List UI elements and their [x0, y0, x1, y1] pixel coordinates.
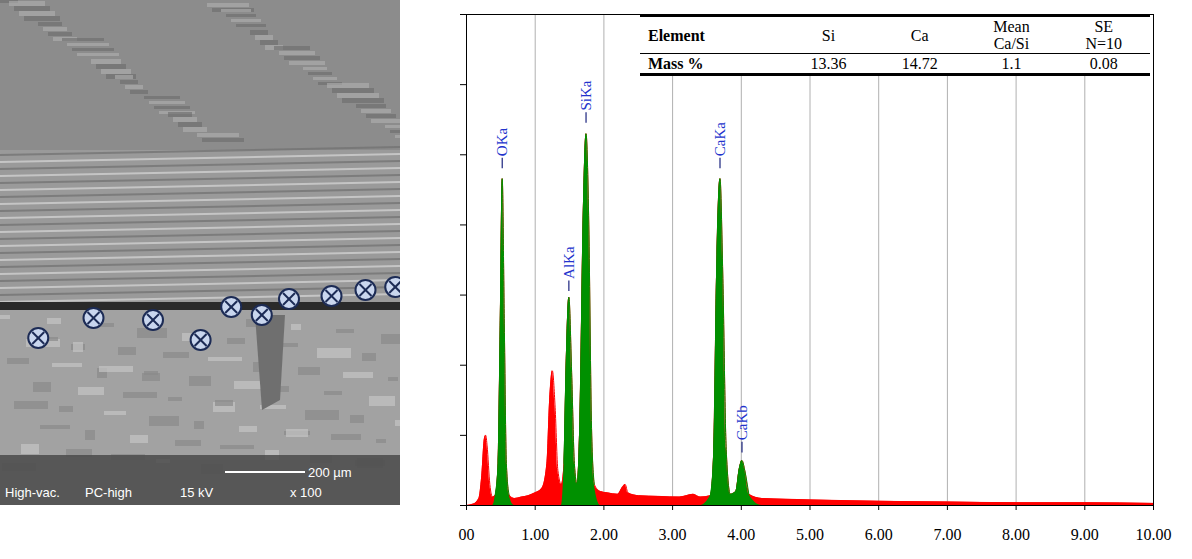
svg-text:3.00: 3.00 [659, 526, 687, 543]
svg-text:PC-high: PC-high [85, 485, 132, 500]
html-text:N=10: N=10 [1085, 35, 1122, 52]
html-text:14.72: 14.72 [901, 55, 938, 72]
svg-text:High-vac.: High-vac. [5, 485, 60, 500]
html-text:Ca/Si: Ca/Si [993, 35, 1030, 52]
html-text:Element: Element [648, 26, 705, 44]
svg-text:2.00: 2.00 [590, 526, 618, 543]
svg-text:OKa: OKa [494, 128, 510, 157]
svg-text:9.00: 9.00 [1071, 526, 1099, 543]
svg-text:SiKa: SiKa [578, 80, 594, 110]
svg-text:7.00: 7.00 [933, 526, 961, 543]
svg-text:5.00: 5.00 [796, 526, 824, 543]
svg-text:15 kV: 15 kV [180, 485, 214, 500]
html-text:Mass %: Mass % [648, 55, 704, 72]
html-text:13.36: 13.36 [810, 55, 847, 72]
html-text:0.08: 0.08 [1089, 55, 1118, 72]
html-text:Ca: Ca [910, 26, 929, 44]
svg-text:200 µm: 200 µm [308, 465, 352, 480]
html-text:SE: SE [1094, 18, 1114, 35]
html-text:1.1: 1.1 [1001, 55, 1022, 72]
svg-text:8.00: 8.00 [1002, 526, 1030, 543]
svg-text:10.00: 10.00 [1136, 526, 1172, 543]
svg-text:AlKa: AlKa [561, 246, 577, 279]
svg-text:4.00: 4.00 [727, 526, 755, 543]
html-text:Mean: Mean [993, 18, 1030, 35]
html-text:Si: Si [821, 26, 836, 44]
svg-text:x 100: x 100 [290, 485, 322, 500]
svg-text:00: 00 [459, 526, 475, 543]
svg-text:CaKb: CaKb [734, 405, 750, 440]
svg-text:CaKa: CaKa [712, 122, 728, 156]
svg-text:6.00: 6.00 [865, 526, 893, 543]
svg-text:1.00: 1.00 [521, 526, 549, 543]
